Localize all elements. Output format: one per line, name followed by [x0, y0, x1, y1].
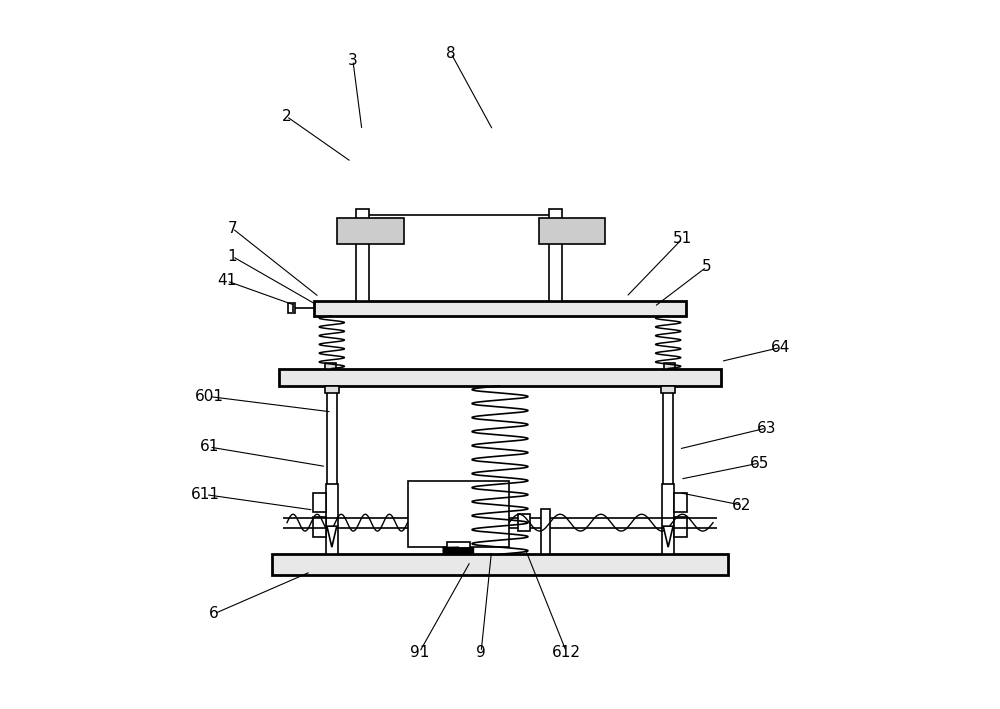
Bar: [664, 363, 675, 369]
Text: 65: 65: [750, 456, 769, 471]
Bar: [541, 508, 550, 554]
Text: 62: 62: [732, 498, 751, 513]
Text: 2: 2: [281, 108, 291, 124]
Text: 601: 601: [195, 389, 224, 404]
Text: 51: 51: [673, 231, 692, 247]
Bar: [313, 517, 326, 537]
Text: 7: 7: [228, 221, 237, 236]
Text: 9: 9: [476, 644, 486, 660]
Text: 1: 1: [228, 249, 237, 264]
Text: 611: 611: [191, 487, 220, 502]
Bar: [539, 218, 605, 245]
Text: 61: 61: [200, 440, 219, 454]
Text: 91: 91: [410, 644, 429, 660]
Bar: [288, 303, 295, 313]
Bar: [325, 386, 339, 393]
Text: 8: 8: [446, 45, 456, 61]
Text: 6: 6: [209, 606, 219, 621]
Bar: [662, 484, 674, 554]
Text: 64: 64: [771, 340, 790, 355]
Text: 63: 63: [757, 420, 776, 435]
Bar: [518, 513, 530, 531]
Bar: [549, 209, 562, 301]
Text: 612: 612: [552, 644, 581, 660]
Bar: [337, 218, 404, 245]
Bar: [314, 301, 686, 316]
Polygon shape: [663, 526, 673, 547]
Bar: [661, 386, 675, 393]
Bar: [674, 517, 687, 537]
Text: 41: 41: [217, 274, 236, 289]
Bar: [325, 363, 336, 369]
Bar: [674, 493, 687, 512]
Bar: [356, 209, 369, 301]
Bar: [279, 369, 721, 386]
Bar: [313, 493, 326, 512]
Bar: [272, 554, 728, 575]
Text: 5: 5: [702, 259, 712, 274]
Bar: [326, 484, 338, 554]
Bar: [408, 481, 509, 547]
Bar: [447, 542, 470, 554]
Polygon shape: [327, 526, 337, 547]
Text: 3: 3: [348, 52, 358, 68]
